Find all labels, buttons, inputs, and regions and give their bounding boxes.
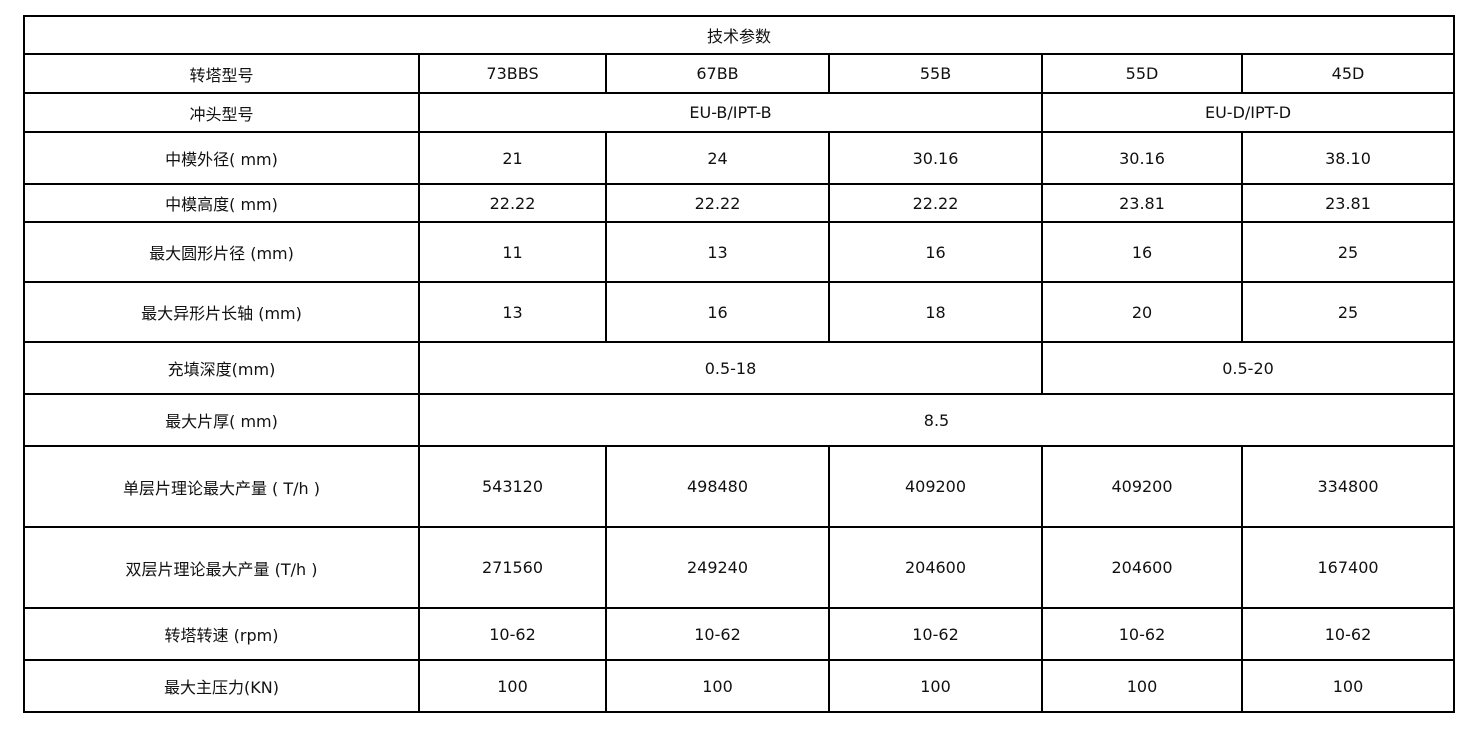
table-cell: 167400 bbox=[1240, 526, 1456, 609]
table-row: 冲头型号 EU-B/IPT-B EU-D/IPT-D bbox=[23, 92, 1456, 133]
table-row: 单层片理论最大产量 ( T/h ) 543120 498480 409200 40920… bbox=[23, 445, 1456, 528]
table-cell: 10-62 bbox=[1240, 607, 1456, 661]
table-row: 充填深度(mm) 0.5-18 0.5-20 bbox=[23, 341, 1456, 395]
table-cell: 249240 bbox=[605, 526, 830, 609]
table-cell: 498480 bbox=[605, 445, 830, 528]
table-cell: 23.81 bbox=[1240, 183, 1456, 223]
table-cell: 55B bbox=[828, 53, 1043, 94]
table-cell: 100 bbox=[1240, 659, 1456, 713]
row-label: 转塔型号 bbox=[23, 53, 420, 94]
row-label: 双层片理论最大产量 (T/h ) bbox=[23, 526, 420, 609]
table-cell: EU-B/IPT-B bbox=[418, 92, 1043, 133]
table-cell: 16 bbox=[1041, 221, 1243, 283]
table-cell: 25 bbox=[1240, 221, 1456, 283]
table-cell: 204600 bbox=[828, 526, 1043, 609]
technical-parameters-table: 技术参数 转塔型号 73BBS 67BB 55B 55D 45D 冲头型号 EU-B/IPT-… bbox=[22, 15, 1456, 713]
table-cell: 271560 bbox=[418, 526, 607, 609]
table-cell: 100 bbox=[605, 659, 830, 713]
table-row: 中模高度( mm) 22.22 22.22 22.22 23.81 23.81 bbox=[23, 183, 1456, 223]
table-cell: 38.10 bbox=[1240, 131, 1456, 185]
row-label: 中模外径( mm) bbox=[23, 131, 420, 185]
table-cell: 10-62 bbox=[828, 607, 1043, 661]
table-cell: 10-62 bbox=[418, 607, 607, 661]
row-label: 充填深度(mm) bbox=[23, 341, 420, 395]
table-cell: 543120 bbox=[418, 445, 607, 528]
table-row: 最大圆形片径 (mm) 11 13 16 16 25 bbox=[23, 221, 1456, 283]
row-label: 转塔转速 (rpm) bbox=[23, 607, 420, 661]
table-cell: 18 bbox=[828, 281, 1043, 343]
row-label: 最大圆形片径 (mm) bbox=[23, 221, 420, 283]
table-cell: 13 bbox=[605, 221, 830, 283]
row-label: 最大片厚( mm) bbox=[23, 393, 420, 447]
table-row: 转塔型号 73BBS 67BB 55B 55D 45D bbox=[23, 53, 1456, 94]
table-cell: 0.5-20 bbox=[1040, 341, 1456, 395]
table-cell: 20 bbox=[1041, 281, 1243, 343]
table-cell: 30.16 bbox=[828, 131, 1043, 185]
table-cell: 100 bbox=[1041, 659, 1243, 713]
table-cell: 334800 bbox=[1240, 445, 1456, 528]
table-cell: 22.22 bbox=[828, 183, 1043, 223]
table-cell: 22.22 bbox=[418, 183, 607, 223]
row-label: 最大主压力(KN) bbox=[23, 659, 420, 713]
table-cell: 10-62 bbox=[1041, 607, 1243, 661]
table-cell: 409200 bbox=[1041, 445, 1243, 528]
table-row: 最大异形片长轴 (mm) 13 16 18 20 25 bbox=[23, 281, 1456, 343]
table-row: 最大片厚( mm) 8.5 bbox=[23, 393, 1456, 447]
table-cell: 45D bbox=[1240, 53, 1456, 94]
table-cell: 16 bbox=[828, 221, 1043, 283]
table-cell: 11 bbox=[418, 221, 607, 283]
title-row: 技术参数 bbox=[22, 15, 1456, 55]
table-cell: 24 bbox=[605, 131, 830, 185]
table-row: 转塔转速 (rpm) 10-62 10-62 10-62 10-62 10-62 bbox=[23, 607, 1456, 661]
table-row: 最大主压力(KN) 100 100 100 100 100 bbox=[23, 659, 1456, 713]
table-cell: EU-D/IPT-D bbox=[1040, 92, 1456, 133]
table-title: 技术参数 bbox=[22, 15, 1456, 55]
table-cell: 13 bbox=[418, 281, 607, 343]
table-cell: 409200 bbox=[828, 445, 1043, 528]
table-cell: 16 bbox=[605, 281, 830, 343]
table-cell: 100 bbox=[828, 659, 1043, 713]
table-cell: 23.81 bbox=[1041, 183, 1243, 223]
row-label: 冲头型号 bbox=[23, 92, 420, 133]
table-cell: 0.5-18 bbox=[418, 341, 1043, 395]
table-cell: 55D bbox=[1041, 53, 1243, 94]
table-cell: 73BBS bbox=[418, 53, 607, 94]
table-cell: 30.16 bbox=[1041, 131, 1243, 185]
row-label: 单层片理论最大产量 ( T/h ) bbox=[23, 445, 420, 528]
table-cell: 10-62 bbox=[605, 607, 830, 661]
table-cell: 100 bbox=[418, 659, 607, 713]
table-cell: 204600 bbox=[1041, 526, 1243, 609]
table-cell: 67BB bbox=[605, 53, 830, 94]
table-cell: 22.22 bbox=[605, 183, 830, 223]
row-label: 最大异形片长轴 (mm) bbox=[23, 281, 420, 343]
row-label: 中模高度( mm) bbox=[23, 183, 420, 223]
table-cell: 21 bbox=[418, 131, 607, 185]
table-row: 双层片理论最大产量 (T/h ) 271560 249240 204600 204600… bbox=[23, 526, 1456, 609]
table-cell: 25 bbox=[1240, 281, 1456, 343]
table-cell: 8.5 bbox=[417, 393, 1456, 447]
table-row: 中模外径( mm) 21 24 30.16 30.16 38.10 bbox=[23, 131, 1456, 185]
